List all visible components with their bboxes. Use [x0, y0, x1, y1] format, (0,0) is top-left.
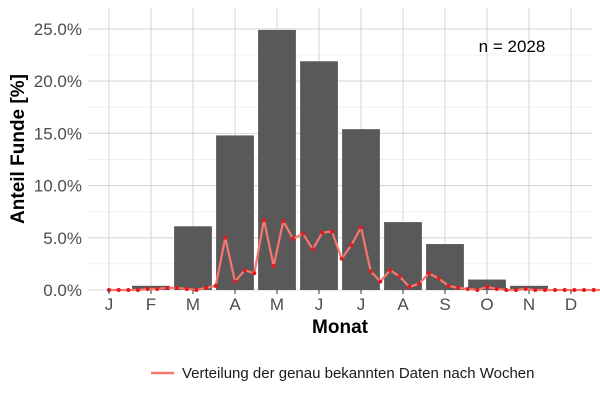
line-point-42: [513, 288, 518, 292]
x-tick-label: J: [357, 295, 366, 314]
legend-label: Verteilung der genau bekannten Daten nac…: [182, 365, 535, 382]
line-point-11: [213, 283, 218, 288]
line-point-20: [301, 231, 306, 236]
line-point-35: [446, 283, 451, 288]
line-point-26: [359, 225, 363, 230]
line-point-32: [416, 281, 421, 286]
line-point-29: [387, 268, 392, 273]
bar-J-5: [300, 61, 338, 291]
line-point-18: [281, 219, 286, 224]
line-point-44: [533, 288, 538, 292]
legend: Verteilung der genau bekannten Daten nac…: [151, 365, 535, 382]
sample-size-annotation: n = 2028: [479, 37, 546, 56]
line-point-50: [591, 288, 596, 292]
line-point-17: [271, 263, 276, 268]
line-point-4: [145, 286, 150, 291]
x-tick-label: O: [480, 295, 493, 314]
y-tick-label: 5.0%: [43, 229, 82, 248]
line-point-37: [465, 286, 470, 291]
line-point-19: [290, 236, 295, 241]
line-point-31: [407, 284, 412, 289]
bar-J-6: [342, 129, 380, 290]
y-axis-title: Anteil Funde [%]: [8, 74, 29, 224]
line-point-10: [204, 285, 209, 290]
y-axis-ticks: 0.0% 5.0% 10.0% 15.0% 20.0% 25.0%: [34, 20, 82, 300]
y-tick-label: 10.0%: [34, 177, 82, 196]
line-point-1: [116, 288, 121, 292]
y-tick-label: 25.0%: [34, 20, 82, 39]
x-tick-label: F: [146, 295, 156, 314]
bar-M-2: [174, 226, 212, 290]
line-point-9: [194, 288, 199, 292]
y-tick-label: 15.0%: [34, 124, 82, 143]
y-tick-label: 0.0%: [43, 281, 82, 300]
line-point-24: [339, 256, 344, 261]
line-point-33: [427, 271, 432, 276]
line-point-16: [261, 218, 266, 223]
line-point-22: [320, 230, 325, 235]
line-point-46: [553, 288, 558, 292]
bars: [132, 29, 548, 291]
x-tick-label: J: [315, 295, 324, 314]
line-point-38: [475, 288, 480, 292]
y-tick-label: 20.0%: [34, 72, 82, 91]
line-point-41: [504, 288, 509, 292]
line-point-49: [582, 288, 587, 292]
bar-A-3: [216, 135, 254, 290]
line-point-2: [126, 288, 131, 292]
x-tick-label: D: [565, 295, 577, 314]
x-tick-label: N: [523, 295, 535, 314]
line-point-28: [378, 279, 383, 284]
line-point-45: [542, 288, 547, 292]
x-tick-label: M: [270, 295, 284, 314]
line-point-40: [494, 286, 499, 291]
line-point-15: [252, 271, 257, 276]
line-point-7: [175, 285, 180, 290]
line-point-13: [233, 279, 237, 284]
bar-O-9: [468, 279, 506, 290]
line-point-8: [184, 286, 189, 291]
line-point-12: [223, 235, 228, 240]
line-point-14: [242, 268, 247, 273]
line-point-43: [523, 286, 528, 291]
x-tick-label: S: [439, 295, 450, 314]
line-point-27: [368, 269, 373, 274]
line-point-6: [164, 285, 169, 290]
weekly-line-series: [107, 218, 600, 292]
line-point-36: [456, 285, 461, 290]
line-point-34: [436, 276, 441, 281]
bar-N-10: [510, 285, 548, 290]
line-point-39: [485, 284, 489, 289]
line-point-5: [155, 286, 160, 291]
line-point-3: [135, 288, 140, 292]
x-tick-label: M: [186, 295, 200, 314]
line-point-25: [349, 243, 354, 248]
line-point-30: [397, 274, 402, 279]
x-tick-label: A: [397, 295, 409, 314]
line-point-23: [330, 229, 335, 234]
x-tick-label: A: [229, 295, 241, 314]
line-point-21: [310, 247, 315, 252]
x-tick-label: J: [105, 295, 114, 314]
line-point-48: [572, 288, 577, 292]
x-axis-title: Monat: [312, 317, 369, 338]
line-point-47: [562, 288, 567, 292]
